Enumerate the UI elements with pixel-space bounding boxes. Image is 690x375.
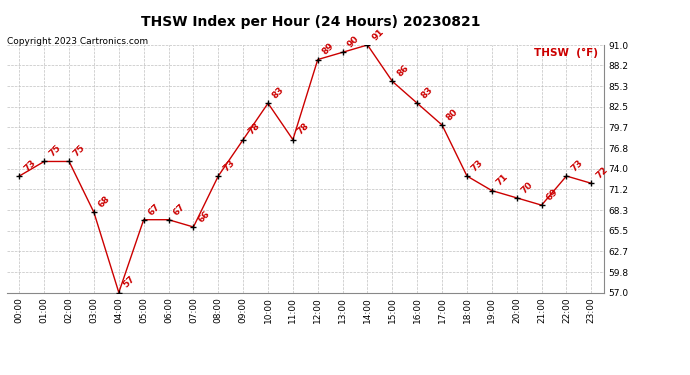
Text: 72: 72	[594, 165, 609, 180]
Text: 71: 71	[495, 172, 510, 188]
Text: 73: 73	[470, 158, 485, 173]
Text: 67: 67	[171, 202, 186, 217]
Text: 78: 78	[296, 122, 311, 137]
Text: 83: 83	[420, 85, 435, 100]
Text: 83: 83	[270, 85, 286, 100]
Text: 66: 66	[196, 209, 211, 224]
Text: 86: 86	[395, 63, 411, 79]
Text: 69: 69	[544, 187, 560, 202]
Text: 75: 75	[47, 143, 62, 159]
Text: THSW Index per Hour (24 Hours) 20230821: THSW Index per Hour (24 Hours) 20230821	[141, 15, 480, 29]
Text: 73: 73	[569, 158, 584, 173]
Text: 67: 67	[146, 202, 161, 217]
Text: Copyright 2023 Cartronics.com: Copyright 2023 Cartronics.com	[7, 38, 148, 46]
Text: 80: 80	[445, 107, 460, 122]
Text: 75: 75	[72, 143, 87, 159]
Text: 70: 70	[520, 180, 535, 195]
Text: 90: 90	[346, 34, 361, 50]
Text: 73: 73	[221, 158, 237, 173]
Text: 91: 91	[371, 27, 386, 42]
Text: 78: 78	[246, 122, 262, 137]
Text: THSW  (°F): THSW (°F)	[534, 48, 598, 57]
Text: 68: 68	[97, 195, 112, 210]
Text: 89: 89	[321, 42, 336, 57]
Text: 57: 57	[121, 274, 137, 290]
Text: 73: 73	[22, 158, 37, 173]
